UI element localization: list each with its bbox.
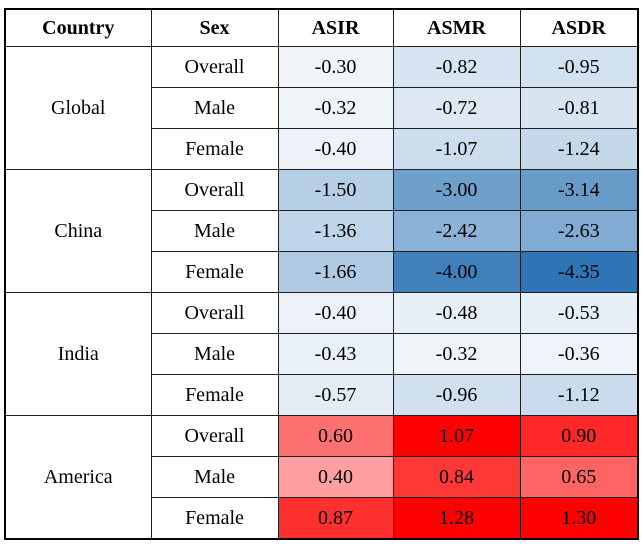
header-cell-sex: Sex xyxy=(150,8,279,47)
value-cell: -0.43 xyxy=(277,333,394,375)
value-cell: 0.65 xyxy=(519,456,639,498)
table-row: Female -1.66 -4.00 -4.35 xyxy=(5,251,639,293)
value-cell: -1.36 xyxy=(277,210,394,252)
value-cell: 0.90 xyxy=(519,415,639,457)
aapc-heatmap-table: Country Sex ASIR ASMR ASDR Global Overall… xyxy=(4,8,639,540)
value-cell: 1.07 xyxy=(392,415,521,457)
value-cell: -2.42 xyxy=(392,210,521,252)
value-cell: 0.40 xyxy=(277,456,394,498)
sex-cell: Female xyxy=(150,374,279,416)
value-cell: -0.40 xyxy=(277,128,394,170)
value-cell: -0.32 xyxy=(392,333,521,375)
header-cell-country: Country xyxy=(4,8,152,47)
table-body: Global Overall -0.30 -0.82 -0.95 Male -0.32 -0.… xyxy=(4,46,639,540)
value-cell: -0.81 xyxy=(519,87,639,129)
value-cell: -1.07 xyxy=(392,128,521,170)
value-cell: 0.60 xyxy=(277,415,394,457)
sex-cell: Male xyxy=(150,210,279,252)
sex-cell: Female xyxy=(150,128,279,170)
value-cell: -1.66 xyxy=(277,251,394,293)
table-row: Female 0.87 1.28 1.30 xyxy=(5,497,639,540)
table-row: Male -1.36 -2.42 -2.63 xyxy=(5,210,639,252)
sex-cell: Female xyxy=(150,497,279,540)
table-row: Male 0.40 0.84 0.65 xyxy=(5,456,639,498)
value-cell: -0.82 xyxy=(392,46,521,88)
country-cell: China xyxy=(4,169,152,293)
header-cell-asir: ASIR xyxy=(277,8,394,47)
value-cell: -0.57 xyxy=(277,374,394,416)
sex-cell: Male xyxy=(150,333,279,375)
header-row: Country Sex ASIR ASMR ASDR xyxy=(4,8,639,47)
table-row: Global Overall -0.30 -0.82 -0.95 xyxy=(4,46,639,170)
sex-cell: Male xyxy=(150,456,279,498)
sex-cell: Overall xyxy=(150,46,279,88)
value-cell: -1.24 xyxy=(519,128,639,170)
value-cell: -0.32 xyxy=(277,87,394,129)
value-cell: -4.35 xyxy=(519,251,639,293)
value-cell: -0.53 xyxy=(519,292,639,334)
value-cell: -0.36 xyxy=(519,333,639,375)
table-row: Female -0.40 -1.07 -1.24 xyxy=(5,128,639,170)
sex-cell: Female xyxy=(150,251,279,293)
value-cell: 1.28 xyxy=(392,497,521,540)
value-cell: -0.95 xyxy=(519,46,639,88)
header-cell-asmr: ASMR xyxy=(392,8,521,47)
value-cell: 1.30 xyxy=(519,497,639,540)
value-cell: -0.48 xyxy=(392,292,521,334)
value-cell: -2.63 xyxy=(519,210,639,252)
value-cell: 0.87 xyxy=(277,497,394,540)
sex-cell: Male xyxy=(150,87,279,129)
table-row: Male -0.43 -0.32 -0.36 xyxy=(5,333,639,375)
table-row: Female -0.57 -0.96 -1.12 xyxy=(5,374,639,416)
country-cell: Global xyxy=(4,46,152,170)
value-cell: -1.50 xyxy=(277,169,394,211)
value-cell: -0.72 xyxy=(392,87,521,129)
value-cell: -0.30 xyxy=(277,46,394,88)
sex-cell: Overall xyxy=(150,292,279,334)
value-cell: -4.00 xyxy=(392,251,521,293)
table-row: Male -0.32 -0.72 -0.81 xyxy=(5,87,639,129)
sex-cell: Overall xyxy=(150,169,279,211)
value-cell: -0.40 xyxy=(277,292,394,334)
table-row: China Overall -1.50 -3.00 -3.14 xyxy=(4,169,639,293)
country-cell: America xyxy=(4,415,152,540)
value-cell: -1.12 xyxy=(519,374,639,416)
table-row: India Overall -0.40 -0.48 -0.53 xyxy=(4,292,639,416)
sex-cell: Overall xyxy=(150,415,279,457)
country-cell: India xyxy=(4,292,152,416)
value-cell: 0.84 xyxy=(392,456,521,498)
table-header: Country Sex ASIR ASMR ASDR xyxy=(4,8,639,47)
value-cell: -0.96 xyxy=(392,374,521,416)
value-cell: -3.00 xyxy=(392,169,521,211)
table-row: America Overall 0.60 1.07 0.90 xyxy=(4,415,639,540)
value-cell: -3.14 xyxy=(519,169,639,211)
header-cell-asdr: ASDR xyxy=(519,8,639,47)
